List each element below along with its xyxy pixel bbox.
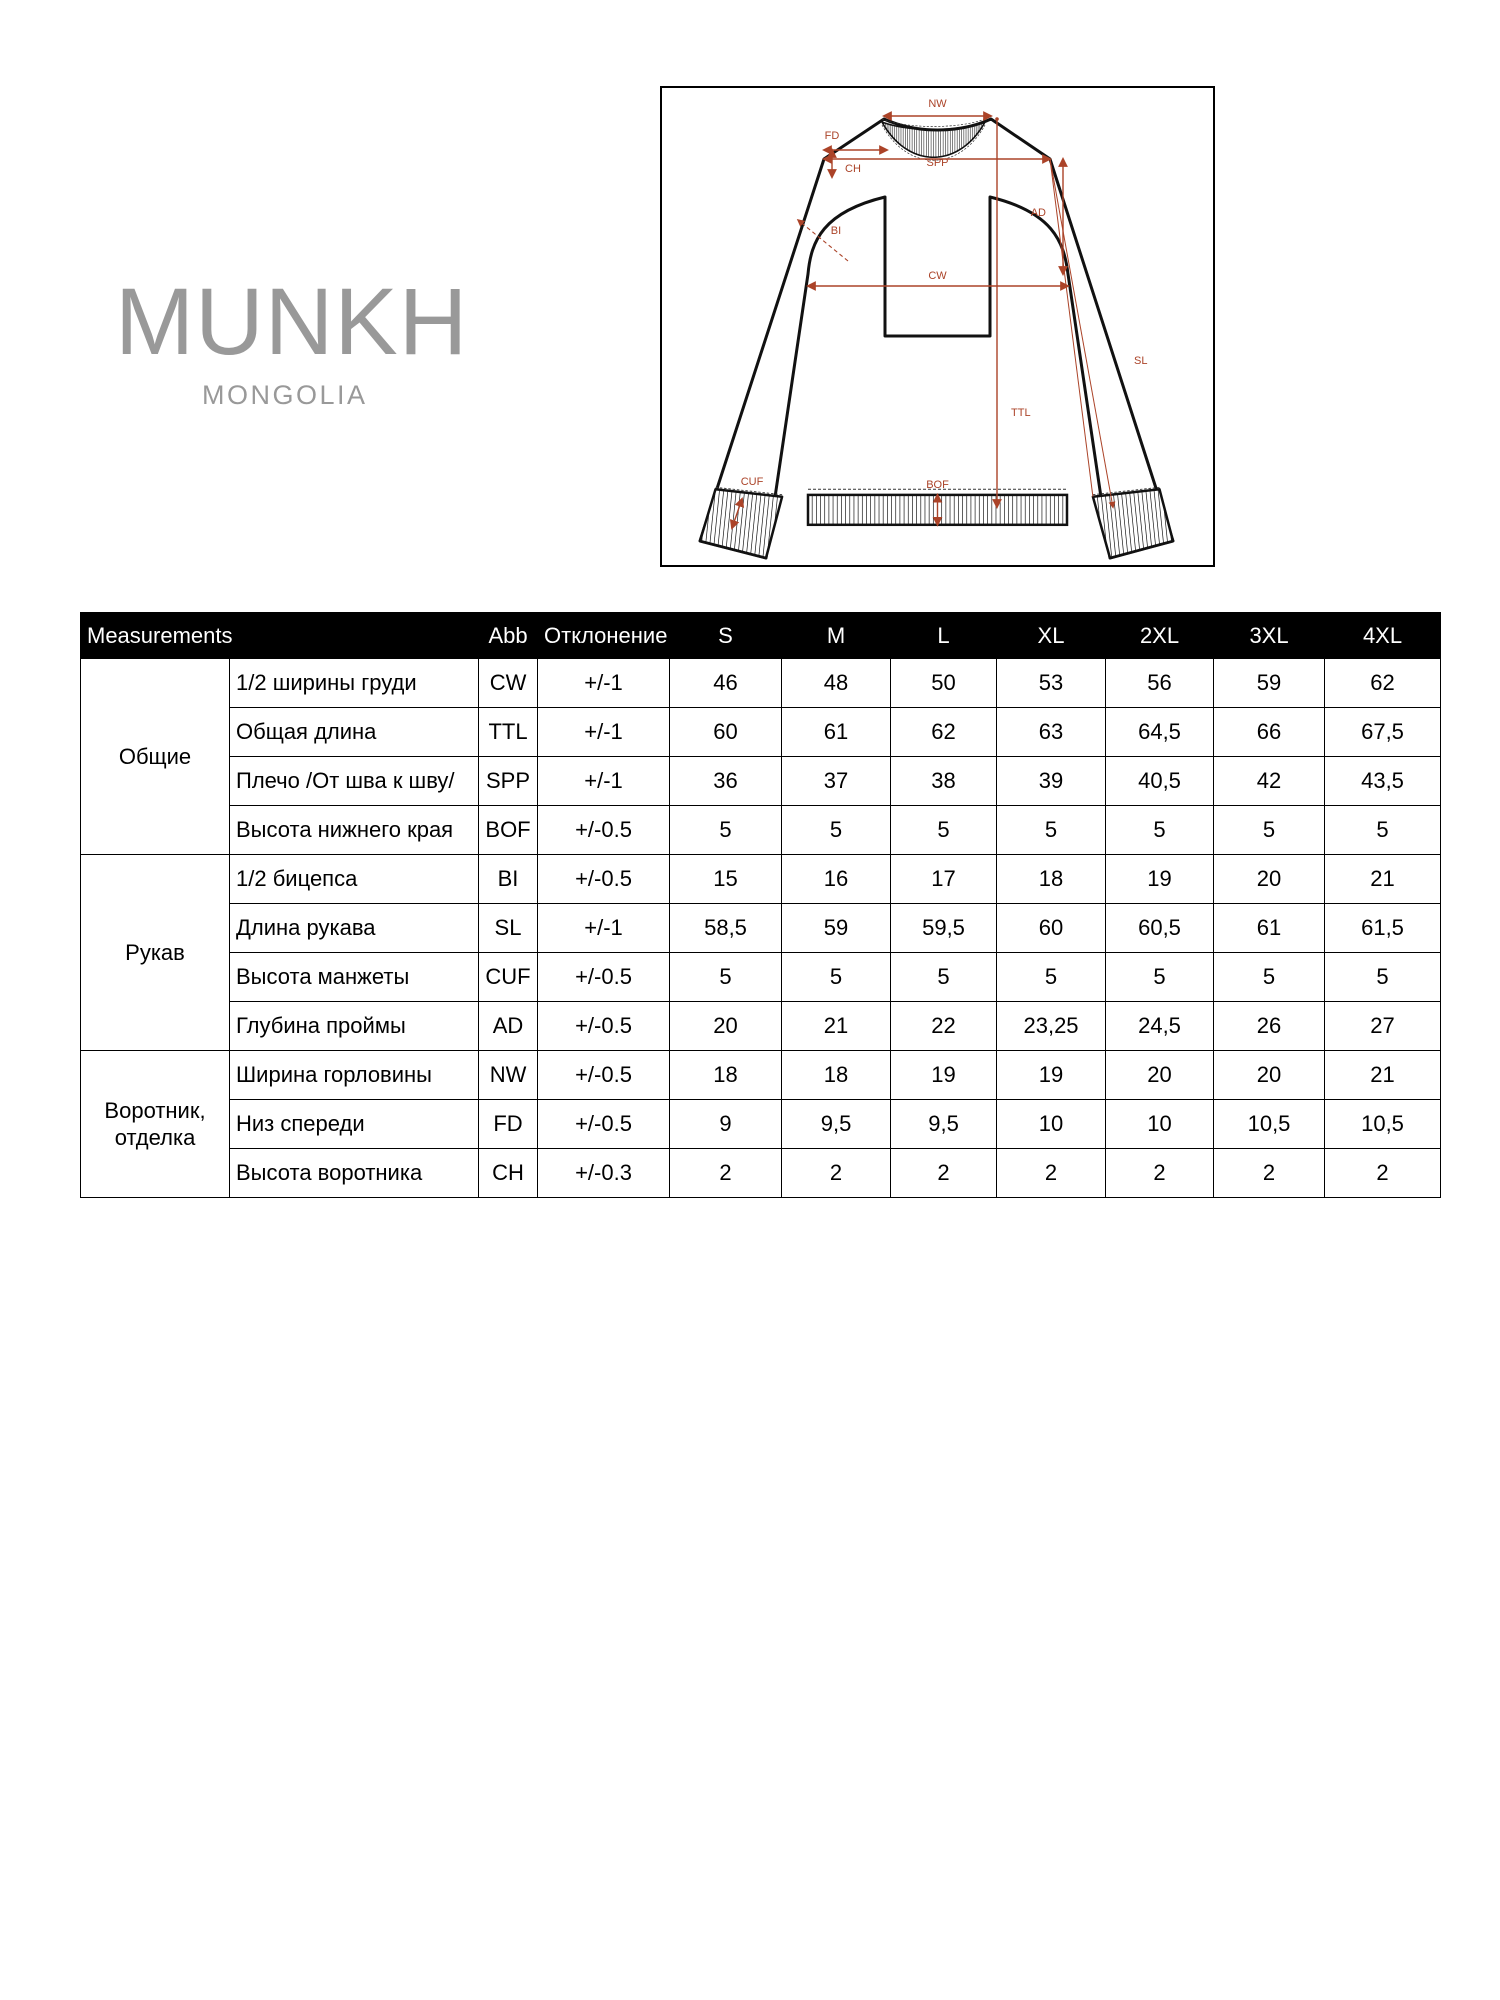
svg-text:TTL: TTL xyxy=(1011,407,1031,419)
svg-text:SPP: SPP xyxy=(926,157,948,169)
svg-text:FD: FD xyxy=(825,130,840,142)
svg-text:BI: BI xyxy=(831,225,841,237)
svg-text:CUF: CUF xyxy=(741,476,764,488)
svg-text:BOF: BOF xyxy=(926,479,949,491)
svg-text:AD: AD xyxy=(1031,207,1046,219)
svg-text:CW: CW xyxy=(928,270,947,282)
svg-text:SL: SL xyxy=(1134,355,1147,367)
svg-text:NW: NW xyxy=(928,98,947,110)
svg-text:CH: CH xyxy=(845,163,861,175)
